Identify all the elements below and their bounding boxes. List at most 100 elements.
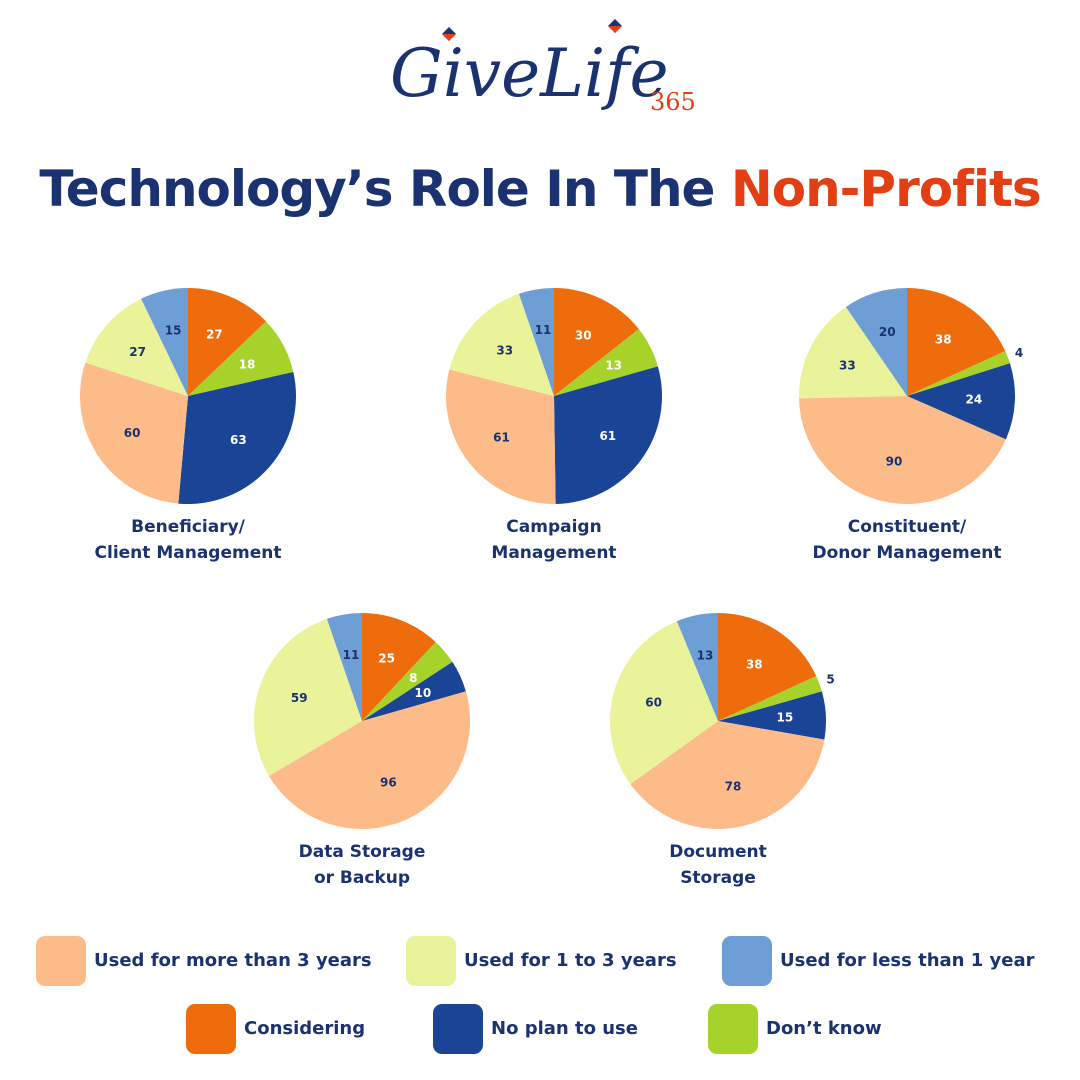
- pie-chart-caption-line: or Backup: [313, 868, 411, 888]
- pie-slice-label: 11: [343, 648, 360, 662]
- pie-slice-dont-know: [554, 329, 658, 396]
- pie-slice-less-than-1: [141, 288, 188, 396]
- pie-slice-label: 59: [291, 691, 308, 705]
- pie-chart-caption-line: Storage: [680, 868, 756, 888]
- pie-chart-caption: Beneficiary/Client Management: [38, 514, 338, 566]
- legend-label: Don’t know: [766, 1018, 882, 1039]
- pie-slice-label: 61: [599, 429, 616, 443]
- pie-chart-caption-line: Management: [491, 543, 617, 563]
- pie-slice-label: 33: [496, 344, 513, 358]
- legend-label: Used for less than 1 year: [780, 950, 1035, 971]
- pie-slice-less-than-1: [845, 288, 907, 396]
- pie-svg: 38 5 15 78 60 13: [609, 613, 835, 830]
- pie-slice-label: 78: [725, 779, 742, 793]
- pie-svg: 38 4 24 90 33 20: [799, 288, 1023, 504]
- pie-slice-more-than-3: [269, 691, 470, 829]
- title-accent: Non-Profits: [730, 160, 1042, 218]
- pie-slice-considering: [907, 288, 1006, 396]
- pie-slice-more-than-3: [630, 721, 825, 830]
- legend-swatch: [406, 936, 456, 986]
- pie-slice-label: 60: [124, 426, 141, 440]
- legend-swatch: [722, 936, 772, 986]
- pie-svg: 27 18 63 60 27 15: [80, 288, 296, 505]
- pie-chart-document-storage: 38 5 15 78 60 13 Document Storage: [580, 583, 856, 888]
- pie-chart-caption: Constituent/Donor Management: [757, 514, 1057, 566]
- title-main: Technology’s Role In The: [39, 160, 731, 218]
- legend-swatch: [708, 1004, 758, 1054]
- givelife-logo: GiveLife 365: [390, 19, 696, 116]
- pie-chart-campaign: 30 13 61 61 33 11 Campaign Management: [416, 258, 692, 563]
- logo-number: 365: [650, 88, 696, 116]
- pie-chart-caption: Document Storage: [568, 839, 868, 891]
- page-title: Technology’s Role In The Non-Profits: [0, 160, 1080, 218]
- pie-slice-label: 90: [886, 455, 903, 469]
- pie-chart-data-storage: 25 8 10 96 59 11 Data Storage or Backup: [224, 583, 500, 888]
- logo-diamond-accent-icon: [608, 26, 622, 33]
- pie-slice-dont-know: [718, 676, 822, 721]
- pie-slice-less-than-1: [518, 288, 554, 396]
- pie-slice-label: 61: [493, 431, 510, 445]
- pie-slice-dont-know: [907, 351, 1010, 396]
- pie-slice-label: 15: [777, 711, 794, 725]
- pie-chart-caption-line: Client Management: [94, 543, 282, 563]
- pie-slice-label: 96: [380, 776, 397, 790]
- pie-slice-one-to-3: [85, 298, 188, 396]
- pie-svg: 25 810 96 59 11: [254, 613, 470, 829]
- pie-slice-label: 11: [535, 323, 552, 337]
- logo-diamond-accent-icon: [442, 34, 456, 41]
- legend-label: Considering: [244, 1018, 366, 1039]
- pie-slice-more-than-3: [799, 396, 1006, 504]
- pie-slice-label: 13: [605, 359, 622, 373]
- legend-swatch: [36, 936, 86, 986]
- pie-slice-no-plan: [178, 371, 296, 505]
- legend-label: Used for 1 to 3 years: [464, 950, 677, 971]
- pie-slice-label: 20: [879, 325, 896, 339]
- pie-slice-label: 8: [409, 671, 417, 685]
- pie-chart-caption-line: Data Storage: [298, 842, 426, 862]
- pie-slice-one-to-3: [799, 306, 907, 399]
- pie-slice-label: 30: [575, 329, 592, 343]
- pie-slice-label: 18: [239, 357, 256, 371]
- pie-slice-label: 27: [206, 327, 223, 341]
- legend-label: Used for more than 3 years: [94, 950, 372, 971]
- pie-slice-considering: [188, 288, 267, 396]
- legend-label: No plan to use: [491, 1018, 638, 1039]
- pie-slice-no-plan: [907, 363, 1015, 440]
- pie-slice-more-than-3: [80, 362, 188, 504]
- pie-slice-label: 25: [378, 652, 395, 666]
- pie-chart-caption-line: Document: [669, 842, 767, 862]
- pie-slice-more-than-3: [445, 369, 556, 505]
- pie-slice-label: 10: [415, 686, 432, 700]
- pie-slice-considering: [362, 613, 436, 721]
- pie-slice-less-than-1: [676, 613, 718, 721]
- pie-chart-caption-line: Constituent/: [847, 517, 967, 537]
- pie-slice-dont-know: [362, 642, 453, 721]
- pie-slice-less-than-1: [326, 613, 362, 721]
- pie-slice-no-plan: [718, 691, 827, 740]
- pie-slice-no-plan: [554, 366, 663, 504]
- pie-slice-label: 15: [165, 324, 182, 338]
- pie-chart-caption-line: Beneficiary/: [131, 517, 245, 537]
- pie-slice-label: 33: [839, 359, 856, 373]
- pie-slice-considering: [718, 613, 817, 721]
- pie-slice-label: 38: [746, 658, 763, 672]
- legend-swatch: [433, 1004, 483, 1054]
- pie-slice-no-plan: [362, 661, 466, 721]
- logo-wordmark: GiveLife: [390, 35, 669, 112]
- pie-slice-label: 38: [935, 333, 952, 347]
- pie-slice-one-to-3: [254, 618, 362, 776]
- pie-svg: 30 13 61 61 33 11: [445, 288, 663, 505]
- legend-swatch: [186, 1004, 236, 1054]
- pie-slice-label: 4: [1015, 346, 1023, 360]
- pie-slice-considering: [554, 288, 639, 396]
- pie-chart-beneficiary: 27 18 63 60 27 15 Beneficiary/Client Managemen…: [50, 258, 326, 563]
- pie-chart-constituent: 38 4 24 90 33 20 Constituent/Donor Management: [769, 258, 1045, 563]
- pie-slice-label: 60: [645, 696, 662, 710]
- pie-chart-caption-line: Campaign: [506, 517, 602, 537]
- pie-chart-caption-line: Donor Management: [812, 543, 1002, 563]
- pie-slice-dont-know: [188, 321, 294, 396]
- pie-slice-label: 5: [826, 673, 834, 687]
- pie-slice-label: 13: [697, 648, 714, 662]
- pie-chart-caption: Data Storage or Backup: [212, 839, 512, 891]
- pie-slice-label: 24: [966, 393, 983, 407]
